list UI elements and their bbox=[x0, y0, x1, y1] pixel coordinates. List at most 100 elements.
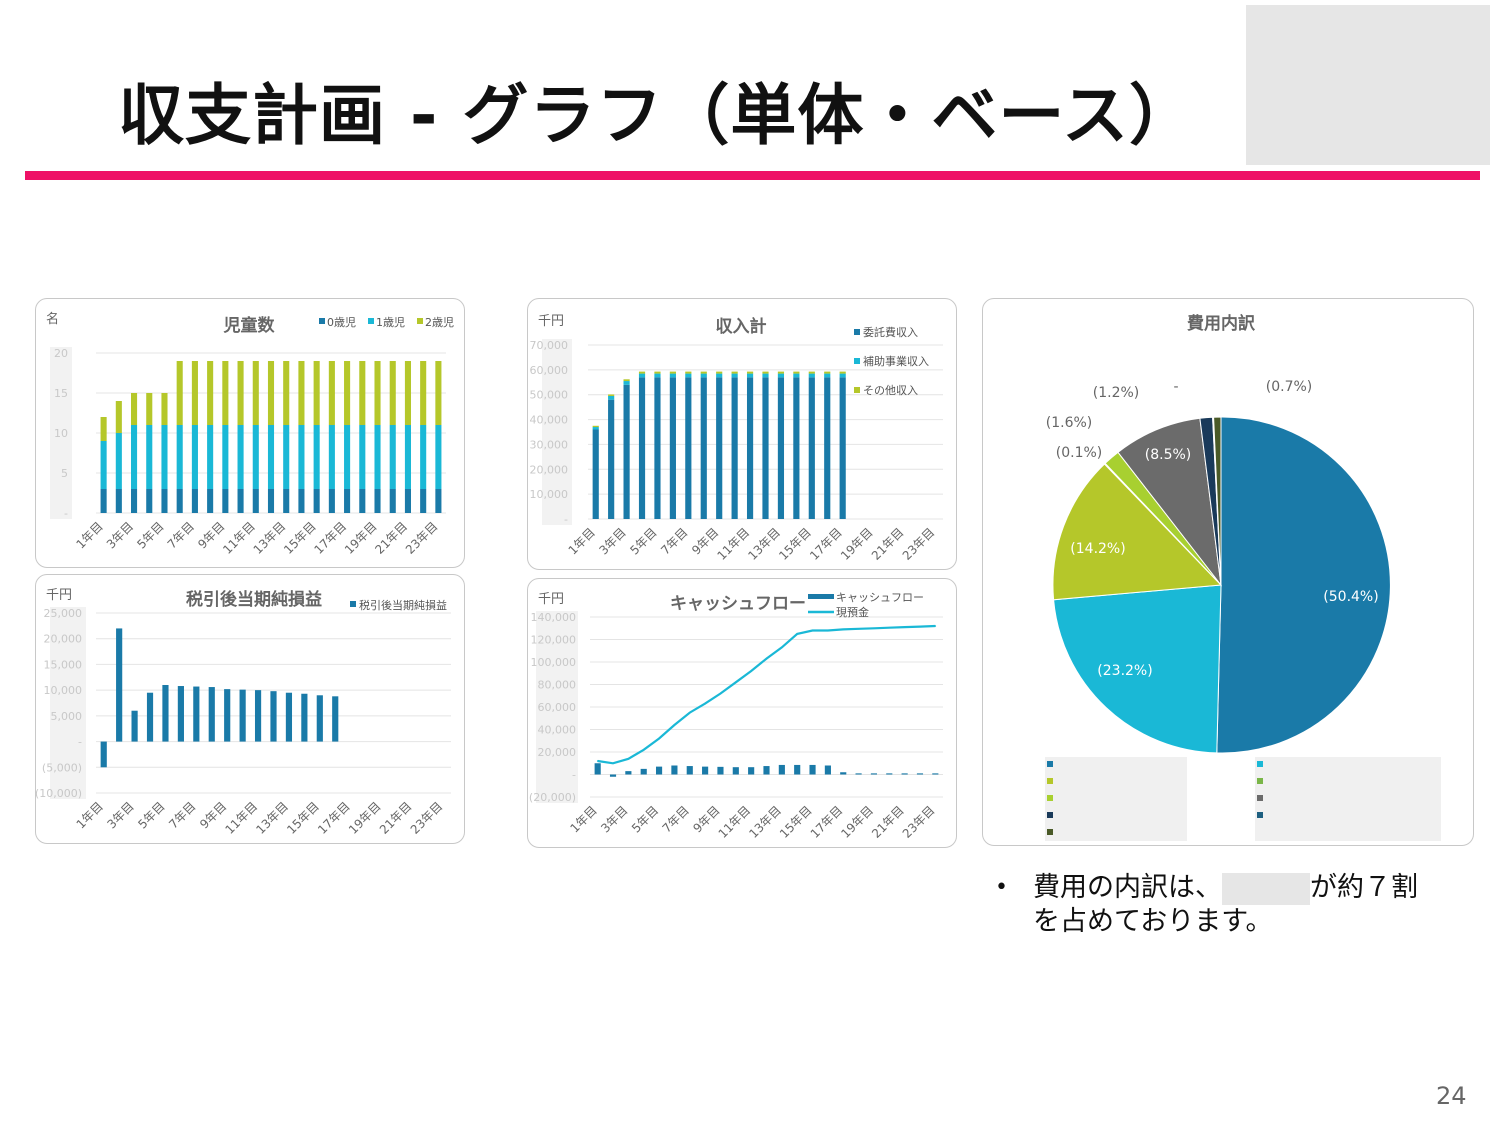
bar-補助事業収入 bbox=[746, 373, 754, 378]
bar-0歳児 bbox=[389, 489, 396, 513]
bar-補助事業収入 bbox=[716, 373, 723, 378]
bar-1歳児 bbox=[131, 425, 138, 489]
bar-その他収入 bbox=[793, 371, 800, 374]
bar-委託費収入 bbox=[793, 377, 800, 519]
y-tick-label: 15 bbox=[54, 387, 68, 400]
slice-label: (1.2%) bbox=[1093, 385, 1140, 401]
bar-補助事業収入 bbox=[700, 373, 707, 378]
point-現預金 bbox=[704, 702, 706, 705]
y-tick-label: (5,000) bbox=[42, 761, 82, 774]
y-tick-label: (20,000) bbox=[529, 791, 576, 804]
bar-税引後当期純損益 bbox=[193, 686, 200, 742]
x-tick-label: 3年目 bbox=[596, 525, 628, 557]
bar-税引後当期純損益 bbox=[332, 696, 339, 742]
bar-キャッシュフロー bbox=[748, 767, 755, 775]
bar-その他収入 bbox=[716, 371, 723, 374]
bar-1歳児 bbox=[328, 425, 335, 489]
bar-補助事業収入 bbox=[638, 373, 646, 378]
unit-label: 千円 bbox=[538, 314, 564, 329]
bar-補助事業収入 bbox=[793, 373, 800, 378]
legend-swatch bbox=[1047, 795, 1053, 801]
bar-税引後当期純損益 bbox=[270, 691, 277, 742]
legend-swatch bbox=[350, 601, 356, 607]
x-tick-label: 7年目 bbox=[165, 519, 197, 551]
bar-補助事業収入 bbox=[685, 373, 692, 378]
x-tick-label: 17年目 bbox=[315, 799, 353, 837]
bar-キャッシュフロー bbox=[901, 773, 908, 775]
y-tick-label: 80,000 bbox=[538, 679, 577, 692]
point-現預金 bbox=[658, 737, 660, 740]
legend-swatch bbox=[1047, 778, 1053, 784]
bar-0歳児 bbox=[328, 489, 335, 513]
slice-label: (0.7%) bbox=[1266, 379, 1313, 395]
cashflow-chart-panel: キャッシュフロー 千円 (20,000) - 20,000 40,000 60,000 80,… bbox=[527, 578, 957, 848]
legend-label: その他収入 bbox=[863, 384, 918, 397]
bar-2歳児 bbox=[359, 361, 366, 425]
bar-委託費収入 bbox=[592, 429, 599, 519]
y-tick-label: 60,000 bbox=[530, 364, 569, 377]
legend-label: 補助事業収入 bbox=[863, 354, 929, 368]
bar-その他収入 bbox=[592, 425, 599, 428]
x-tick-label: 3年目 bbox=[104, 519, 136, 551]
bar-2歳児 bbox=[207, 361, 214, 425]
bar-委託費収入 bbox=[654, 377, 661, 519]
bullet-text-a: 費用の内訳は、 bbox=[1033, 872, 1222, 903]
bar-1歳児 bbox=[435, 425, 442, 489]
y-tick-label: 60,000 bbox=[538, 701, 577, 714]
bar-その他収入 bbox=[746, 371, 754, 374]
y-tick-label: 25,000 bbox=[44, 607, 83, 620]
bar-0歳児 bbox=[374, 489, 381, 513]
bar-1歳児 bbox=[420, 425, 427, 489]
bar-1歳児 bbox=[389, 425, 396, 489]
bar-キャッシュフロー bbox=[809, 764, 816, 775]
x-tick-label: 13年目 bbox=[251, 519, 289, 557]
point-現預金 bbox=[750, 670, 752, 672]
bar-2歳児 bbox=[252, 361, 259, 425]
bar-キャッシュフロー bbox=[855, 773, 862, 775]
bar-2歳児 bbox=[374, 361, 381, 425]
x-tick-label: 11年目 bbox=[715, 525, 753, 563]
bar-1歳児 bbox=[359, 425, 366, 489]
bar-補助事業収入 bbox=[592, 427, 599, 430]
bar-補助事業収入 bbox=[731, 373, 738, 378]
bar-キャッシュフロー bbox=[686, 766, 693, 775]
bar-キャッシュフロー bbox=[794, 764, 801, 775]
y-tick-label: - bbox=[572, 769, 576, 782]
bar-委託費収入 bbox=[777, 377, 785, 519]
y-tick-label: 10 bbox=[54, 427, 68, 440]
x-tick-label: 5年目 bbox=[135, 799, 167, 831]
x-tick-label: 1年目 bbox=[74, 799, 106, 831]
x-tick-label: 11年目 bbox=[223, 799, 261, 837]
y-tick-label: 40,000 bbox=[530, 414, 569, 427]
bar-委託費収入 bbox=[700, 377, 707, 519]
pie-slice bbox=[1117, 417, 1222, 587]
bar-0歳児 bbox=[207, 489, 214, 513]
bar-キャッシュフロー bbox=[732, 767, 739, 775]
bar-税引後当期純損益 bbox=[208, 687, 215, 742]
x-tick-label: 15年目 bbox=[281, 519, 319, 557]
x-tick-label: 7年目 bbox=[166, 799, 198, 831]
legend-label: 現預金 bbox=[836, 605, 869, 619]
slice-label: (14.2%) bbox=[1070, 541, 1125, 557]
bar-委託費収入 bbox=[731, 377, 738, 519]
x-tick-label: 23年目 bbox=[900, 525, 938, 563]
pie-slice bbox=[1216, 416, 1391, 754]
bar-1歳児 bbox=[222, 425, 229, 489]
bar-1歳児 bbox=[267, 425, 275, 489]
y-axis-label-band bbox=[536, 611, 578, 803]
bar-その他収入 bbox=[669, 371, 676, 374]
x-tick-label: 13年目 bbox=[746, 803, 784, 841]
legend-label: 0歳児 bbox=[327, 316, 356, 329]
bar-2歳児 bbox=[435, 361, 442, 425]
logo-placeholder bbox=[1246, 5, 1490, 165]
y-tick-label: 10,000 bbox=[530, 488, 569, 501]
bar-0歳児 bbox=[252, 489, 259, 513]
x-tick-label: 17年目 bbox=[808, 803, 846, 841]
legend-swatch bbox=[1257, 761, 1263, 767]
bar-その他収入 bbox=[762, 371, 769, 374]
bar-0歳児 bbox=[283, 489, 290, 513]
bar-0歳児 bbox=[222, 489, 229, 513]
line-現預金 bbox=[597, 624, 936, 765]
bar-0歳児 bbox=[191, 489, 198, 513]
bar-2歳児 bbox=[191, 361, 198, 425]
